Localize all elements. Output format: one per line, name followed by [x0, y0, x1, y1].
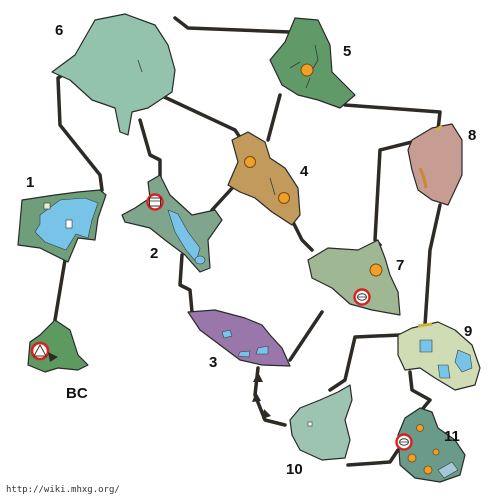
zone-10-area [289, 384, 353, 461]
path-4-2 [210, 183, 237, 212]
zone-1-rock [65, 219, 73, 229]
zone-9-water [437, 364, 451, 379]
orange-marker [278, 192, 290, 204]
arrow-icon [253, 372, 263, 382]
zone-3-water [237, 350, 251, 358]
bbq-spit-marker [353, 288, 371, 306]
zone-3[interactable] [187, 309, 291, 367]
bc-arrow-icon [48, 352, 58, 362]
zone-9-water [454, 349, 473, 373]
zone-3-water [221, 329, 233, 339]
zone-7-area [307, 239, 401, 316]
zone-label-10: 10 [286, 461, 303, 478]
zone-1[interactable] [17, 189, 107, 263]
zone-1-rock [43, 202, 51, 210]
orange-marker [300, 63, 314, 77]
path-10-11 [346, 448, 400, 467]
orange-marker [244, 156, 256, 168]
path-2-3 [178, 253, 194, 314]
zone-label-3: 3 [209, 354, 217, 371]
one-way-arrows [252, 372, 271, 419]
path-5-8 [343, 103, 442, 132]
zone-labels: 6 5 8 4 1 2 7 9 3 BC 11 10 [26, 22, 476, 478]
source-credit: http://wiki.mhxg.org/ [6, 485, 120, 495]
path-6-5 [173, 16, 292, 34]
zone-2[interactable] [121, 174, 223, 273]
zone-label-7: 7 [396, 257, 404, 274]
path-4-7 [290, 218, 314, 252]
path-3-7 [288, 310, 324, 362]
zone-5-area [269, 17, 356, 109]
zone-11[interactable] [395, 407, 466, 483]
zone-5-cracks [289, 44, 319, 89]
path-6-2 [138, 118, 162, 182]
orange-marker [423, 465, 433, 475]
zone-3-area [187, 309, 291, 367]
zone-2-water [167, 209, 201, 263]
orange-marker [432, 448, 440, 456]
supply-box-marker [146, 193, 164, 211]
zone-9-water [419, 339, 433, 353]
zone-label-2: 2 [150, 245, 158, 262]
zone-3-water [255, 345, 269, 355]
zone-11-water [437, 461, 459, 479]
zone-8-top [435, 124, 443, 132]
tent-marker [30, 341, 50, 361]
zone-9[interactable] [397, 321, 481, 391]
orange-marker [416, 424, 424, 432]
connecting-paths [53, 16, 442, 467]
orange-marker [369, 263, 383, 277]
arrow-icon [262, 409, 271, 419]
zone-10-rock [307, 421, 313, 427]
zone-7[interactable] [307, 239, 401, 316]
zone-4-area [227, 131, 301, 226]
zone-8-area [407, 123, 463, 206]
path-8-7-left [373, 140, 414, 247]
zone-4-crack [269, 177, 276, 196]
zone-6-ridge [137, 59, 143, 73]
zone-label-6: 6 [55, 22, 63, 39]
zone-bc[interactable] [27, 319, 89, 373]
zone-label-9: 9 [464, 323, 472, 340]
path-1-bc [53, 258, 67, 322]
zone-label-11: 11 [444, 428, 460, 445]
zone-6-area [51, 13, 176, 136]
path-5-4 [266, 93, 282, 142]
zone-9-area [397, 321, 481, 391]
zone-label-5: 5 [343, 43, 351, 60]
path-9-10 [328, 333, 402, 392]
zone-label-4: 4 [300, 163, 309, 180]
bbq-spit-marker [395, 433, 413, 451]
zone-label-bc: BC [66, 385, 88, 402]
zone-8-ledge [418, 167, 428, 189]
zone-label-8: 8 [468, 127, 476, 144]
zone-10[interactable] [289, 384, 353, 461]
path-6-4 [158, 93, 247, 147]
zone-6[interactable] [51, 13, 176, 136]
path-8-9 [423, 203, 442, 327]
zone-5[interactable] [269, 17, 356, 109]
zone-label-1: 1 [26, 174, 34, 191]
orange-marker [407, 453, 417, 463]
zone-8[interactable] [407, 123, 463, 206]
zone-11-area [397, 407, 466, 483]
zone-4[interactable] [227, 131, 301, 226]
path-9-11 [408, 370, 432, 414]
zone-2-pond [194, 255, 206, 265]
zone-9-ledge [417, 322, 433, 328]
arrow-icon [252, 392, 261, 402]
